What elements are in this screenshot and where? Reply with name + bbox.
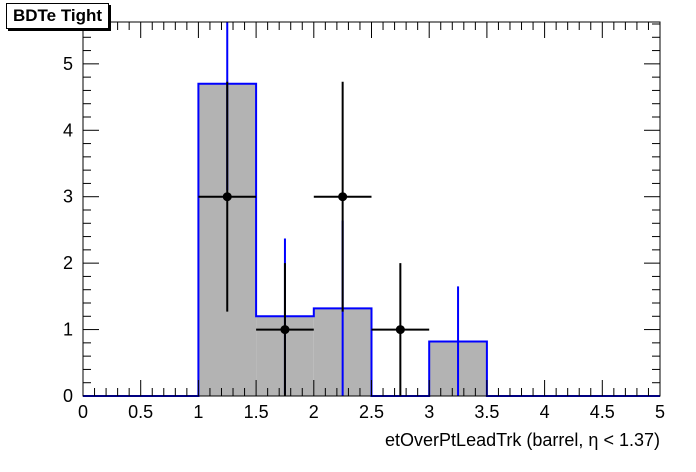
data-point	[395, 325, 405, 335]
x-tick-label: 1.5	[244, 402, 269, 422]
y-tick-label: 2	[63, 253, 73, 273]
chart-title: BDTe Tight	[6, 3, 110, 29]
x-tick-label: 0	[78, 402, 88, 422]
x-tick-label: 1	[193, 402, 203, 422]
x-tick-label: 5	[655, 402, 665, 422]
y-tick-label: 4	[63, 120, 73, 140]
x-tick-label: 4.5	[590, 402, 615, 422]
y-tick-label: 1	[63, 320, 73, 340]
x-tick-label: 3.5	[474, 402, 499, 422]
x-axis-label: etOverPtLeadTrk (barrel, η < 1.37)	[385, 430, 660, 450]
x-tick-label: 3	[424, 402, 434, 422]
data-point	[338, 192, 348, 202]
x-tick-label: 2	[309, 402, 319, 422]
x-tick-label: 2.5	[359, 402, 384, 422]
data-point	[222, 192, 232, 202]
y-tick-label: 0	[63, 386, 73, 406]
x-tick-label: 0.5	[128, 402, 153, 422]
y-tick-label: 3	[63, 187, 73, 207]
x-tick-label: 4	[540, 402, 550, 422]
data-point	[280, 325, 290, 335]
y-tick-label: 5	[63, 54, 73, 74]
histogram-outline	[83, 82, 660, 397]
